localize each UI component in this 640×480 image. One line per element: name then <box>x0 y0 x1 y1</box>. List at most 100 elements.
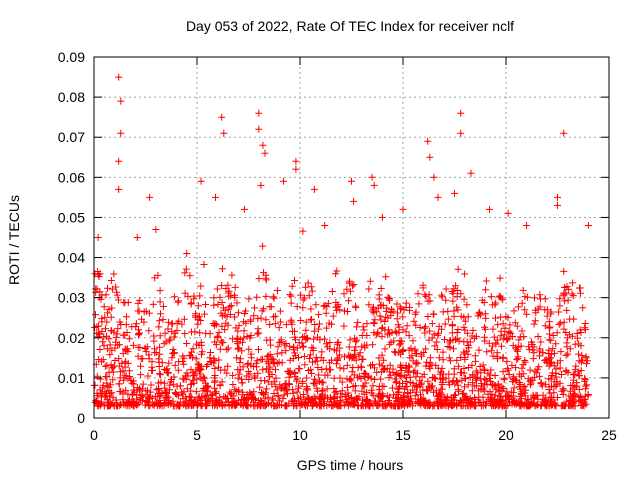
data-point <box>499 335 507 343</box>
data-point <box>224 344 232 352</box>
data-point <box>477 399 485 407</box>
data-point <box>343 361 351 369</box>
data-point <box>113 330 121 338</box>
data-point <box>159 303 167 310</box>
data-point <box>400 392 407 400</box>
data-point <box>153 385 161 393</box>
data-point <box>322 365 330 373</box>
data-point <box>394 321 402 329</box>
data-point <box>472 357 479 365</box>
data-point <box>488 381 496 389</box>
data-point <box>315 311 323 319</box>
data-point <box>523 222 531 229</box>
data-point <box>168 320 176 328</box>
data-point <box>372 331 380 339</box>
data-point <box>258 307 266 315</box>
data-point <box>489 325 497 333</box>
data-point <box>108 364 116 372</box>
data-point <box>351 398 359 406</box>
data-point <box>481 323 488 331</box>
data-point <box>189 369 197 377</box>
data-point <box>151 349 159 357</box>
data-point <box>245 345 253 353</box>
data-point <box>503 392 511 400</box>
data-point <box>520 333 528 341</box>
data-point <box>328 320 335 328</box>
data-point <box>566 396 574 404</box>
data-point <box>96 375 104 383</box>
data-point <box>557 348 565 356</box>
data-point <box>119 367 127 375</box>
data-point <box>442 374 450 382</box>
data-point <box>378 213 386 221</box>
data-point <box>460 365 468 372</box>
data-point <box>365 402 373 410</box>
data-point <box>228 271 236 279</box>
data-point <box>285 342 293 350</box>
data-point <box>520 402 528 409</box>
data-point <box>400 385 408 393</box>
data-point <box>378 325 386 333</box>
data-point <box>287 370 295 378</box>
data-point <box>477 385 485 393</box>
data-point <box>261 377 269 385</box>
data-point <box>240 205 248 213</box>
data-point <box>426 365 434 373</box>
data-point <box>504 209 512 217</box>
data-point <box>271 312 279 320</box>
data-point <box>472 402 479 410</box>
data-point <box>408 352 416 360</box>
data-point <box>407 379 415 386</box>
data-point <box>454 326 462 333</box>
data-point <box>367 386 375 394</box>
data-point <box>299 333 306 341</box>
data-point <box>433 346 441 353</box>
data-point <box>477 369 485 377</box>
data-point <box>453 329 461 336</box>
data-point <box>117 97 125 105</box>
data-point <box>453 303 461 311</box>
data-point <box>113 291 121 299</box>
data-point <box>190 295 198 303</box>
data-point <box>162 338 170 346</box>
data-point <box>260 269 267 277</box>
data-point <box>493 353 501 361</box>
data-point <box>196 292 204 300</box>
data-point <box>257 356 265 363</box>
data-point <box>270 294 278 302</box>
data-point <box>336 351 344 359</box>
data-point <box>449 393 457 401</box>
data-point <box>573 334 581 342</box>
data-point <box>264 400 272 408</box>
data-point <box>255 346 262 353</box>
data-point <box>287 316 295 324</box>
data-point <box>480 365 488 373</box>
data-point <box>476 363 484 370</box>
data-point <box>227 390 235 398</box>
data-point <box>463 301 471 309</box>
data-point <box>196 329 204 337</box>
data-point <box>510 400 518 408</box>
data-point <box>461 375 469 383</box>
data-point <box>143 391 151 399</box>
data-point <box>455 337 463 345</box>
data-point <box>168 328 176 336</box>
data-point <box>198 350 205 358</box>
data-point <box>133 234 141 241</box>
data-point <box>359 382 367 390</box>
data-point <box>581 320 589 327</box>
data-point <box>560 292 568 300</box>
y-tick-label: 0.02 <box>58 330 85 346</box>
y-tick-label: 0.08 <box>58 89 85 105</box>
data-point <box>576 326 584 334</box>
data-point <box>204 388 212 396</box>
data-point <box>226 303 234 311</box>
data-point <box>115 355 123 363</box>
data-point <box>521 357 529 364</box>
data-point <box>226 388 234 396</box>
data-point <box>358 356 366 363</box>
data-point <box>397 367 405 374</box>
data-point <box>517 342 525 350</box>
data-point <box>579 356 586 364</box>
data-point <box>494 380 502 388</box>
